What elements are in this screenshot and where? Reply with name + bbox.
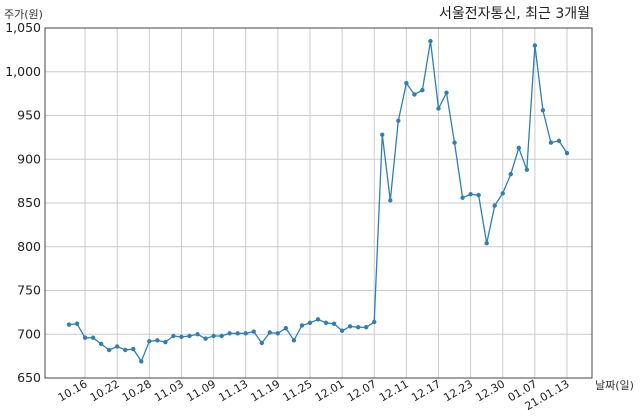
data-point [468, 192, 473, 197]
data-point [163, 339, 168, 345]
data-point [219, 333, 224, 339]
y-tick-label: 800 [17, 239, 41, 254]
data-point [243, 331, 248, 336]
data-point [380, 132, 385, 137]
data-point [90, 335, 96, 340]
data-point [404, 80, 409, 86]
series-layer [66, 38, 570, 364]
data-point [251, 329, 256, 334]
x-tick-label: 10.16 [56, 377, 90, 404]
x-tick-label: 12.17 [409, 377, 443, 404]
grid-lines [45, 27, 592, 379]
data-point [532, 43, 538, 48]
data-point [179, 334, 184, 340]
data-point [82, 335, 88, 340]
data-point [106, 347, 112, 353]
x-axis-label: 날짜(일) [595, 378, 634, 392]
data-point [203, 336, 208, 341]
data-point [139, 359, 144, 364]
data-point [412, 92, 417, 97]
y-tick-label: 700 [17, 326, 41, 341]
data-point [492, 203, 497, 208]
x-tick-label: 12.01 [313, 377, 347, 404]
data-point [548, 140, 554, 145]
x-tick-label: 11.25 [281, 377, 315, 404]
data-point [291, 338, 297, 343]
data-point [147, 339, 152, 344]
data-point [155, 338, 160, 343]
data-point [436, 106, 441, 111]
x-tick-label: 12.30 [473, 377, 507, 404]
data-point [98, 341, 104, 347]
data-point [396, 118, 401, 123]
data-point [299, 323, 305, 328]
y-tick-labels: 650 700 750 800 850 900 950 1,000 1,050 [5, 20, 41, 385]
x-tick-label: 11.19 [249, 377, 283, 404]
data-point [476, 192, 481, 198]
y-tick-label: 750 [17, 283, 41, 298]
x-tick-label: 11.03 [152, 377, 186, 404]
data-point [211, 333, 216, 339]
chart-title: 서울전자통신, 최근 3개월 [439, 6, 590, 22]
plot-frame [44, 27, 593, 379]
data-point [123, 347, 128, 353]
data-point [524, 167, 530, 172]
data-point [347, 324, 353, 329]
y-tick-label: 900 [17, 151, 41, 166]
data-point [267, 330, 273, 335]
data-point [508, 171, 513, 177]
data-point [339, 328, 345, 333]
data-point [66, 322, 72, 327]
data-point [307, 320, 313, 326]
data-point [372, 319, 377, 325]
data-point [315, 317, 321, 322]
data-point [388, 198, 393, 203]
x-tick-label: 10.22 [88, 377, 122, 404]
y-tick-label: 1,050 [5, 20, 41, 35]
y-axis-label: 주가(원) [4, 8, 43, 21]
data-point [420, 87, 425, 93]
data-point [363, 325, 369, 330]
price-series-line [68, 40, 568, 363]
data-point [275, 331, 281, 336]
data-point [484, 241, 489, 246]
data-point [235, 331, 240, 336]
y-tick-label: 650 [17, 370, 41, 385]
data-point [564, 150, 570, 156]
data-point [452, 140, 457, 145]
x-tick-label: 10.28 [120, 377, 154, 404]
x-tick-labels: 10.1610.2210.2811.0311.0911.1311.1911.25… [56, 377, 572, 413]
y-tick-label: 850 [17, 195, 41, 210]
data-point [323, 320, 329, 326]
x-tick-label: 12.23 [441, 377, 475, 404]
data-point [460, 195, 465, 200]
y-tick-label: 950 [17, 108, 41, 123]
data-point [331, 321, 337, 326]
data-point [428, 38, 433, 44]
data-point [259, 340, 264, 346]
data-point [283, 325, 289, 331]
data-point [227, 331, 232, 336]
data-point [187, 333, 192, 339]
data-point [516, 145, 522, 151]
data-point [74, 321, 80, 326]
x-tick-label: 11.13 [216, 377, 250, 404]
x-tick-label: 12.07 [345, 377, 379, 404]
x-tick-label: 11.09 [184, 377, 218, 404]
data-point [114, 344, 120, 349]
x-tick-label: 12.11 [377, 377, 411, 404]
data-point [444, 90, 449, 95]
data-point [556, 138, 562, 144]
data-point [355, 325, 361, 330]
y-tick-label: 1,000 [5, 64, 41, 79]
data-point [195, 332, 200, 337]
data-point [171, 333, 176, 339]
data-point [131, 346, 136, 352]
data-point [540, 108, 546, 113]
data-point [500, 191, 505, 196]
